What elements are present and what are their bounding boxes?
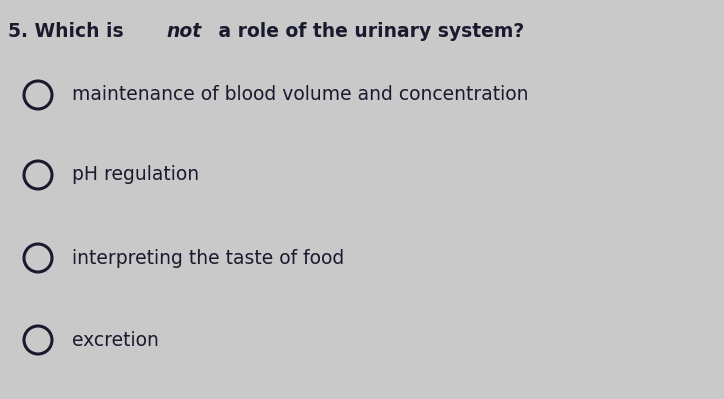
Text: interpreting the taste of food: interpreting the taste of food	[72, 249, 344, 267]
Text: a role of the urinary system?: a role of the urinary system?	[212, 22, 525, 41]
Text: excretion: excretion	[72, 330, 159, 350]
Text: not: not	[167, 22, 202, 41]
Text: maintenance of blood volume and concentration: maintenance of blood volume and concentr…	[72, 85, 529, 105]
Text: pH regulation: pH regulation	[72, 166, 199, 184]
Text: 5. Which is: 5. Which is	[8, 22, 130, 41]
